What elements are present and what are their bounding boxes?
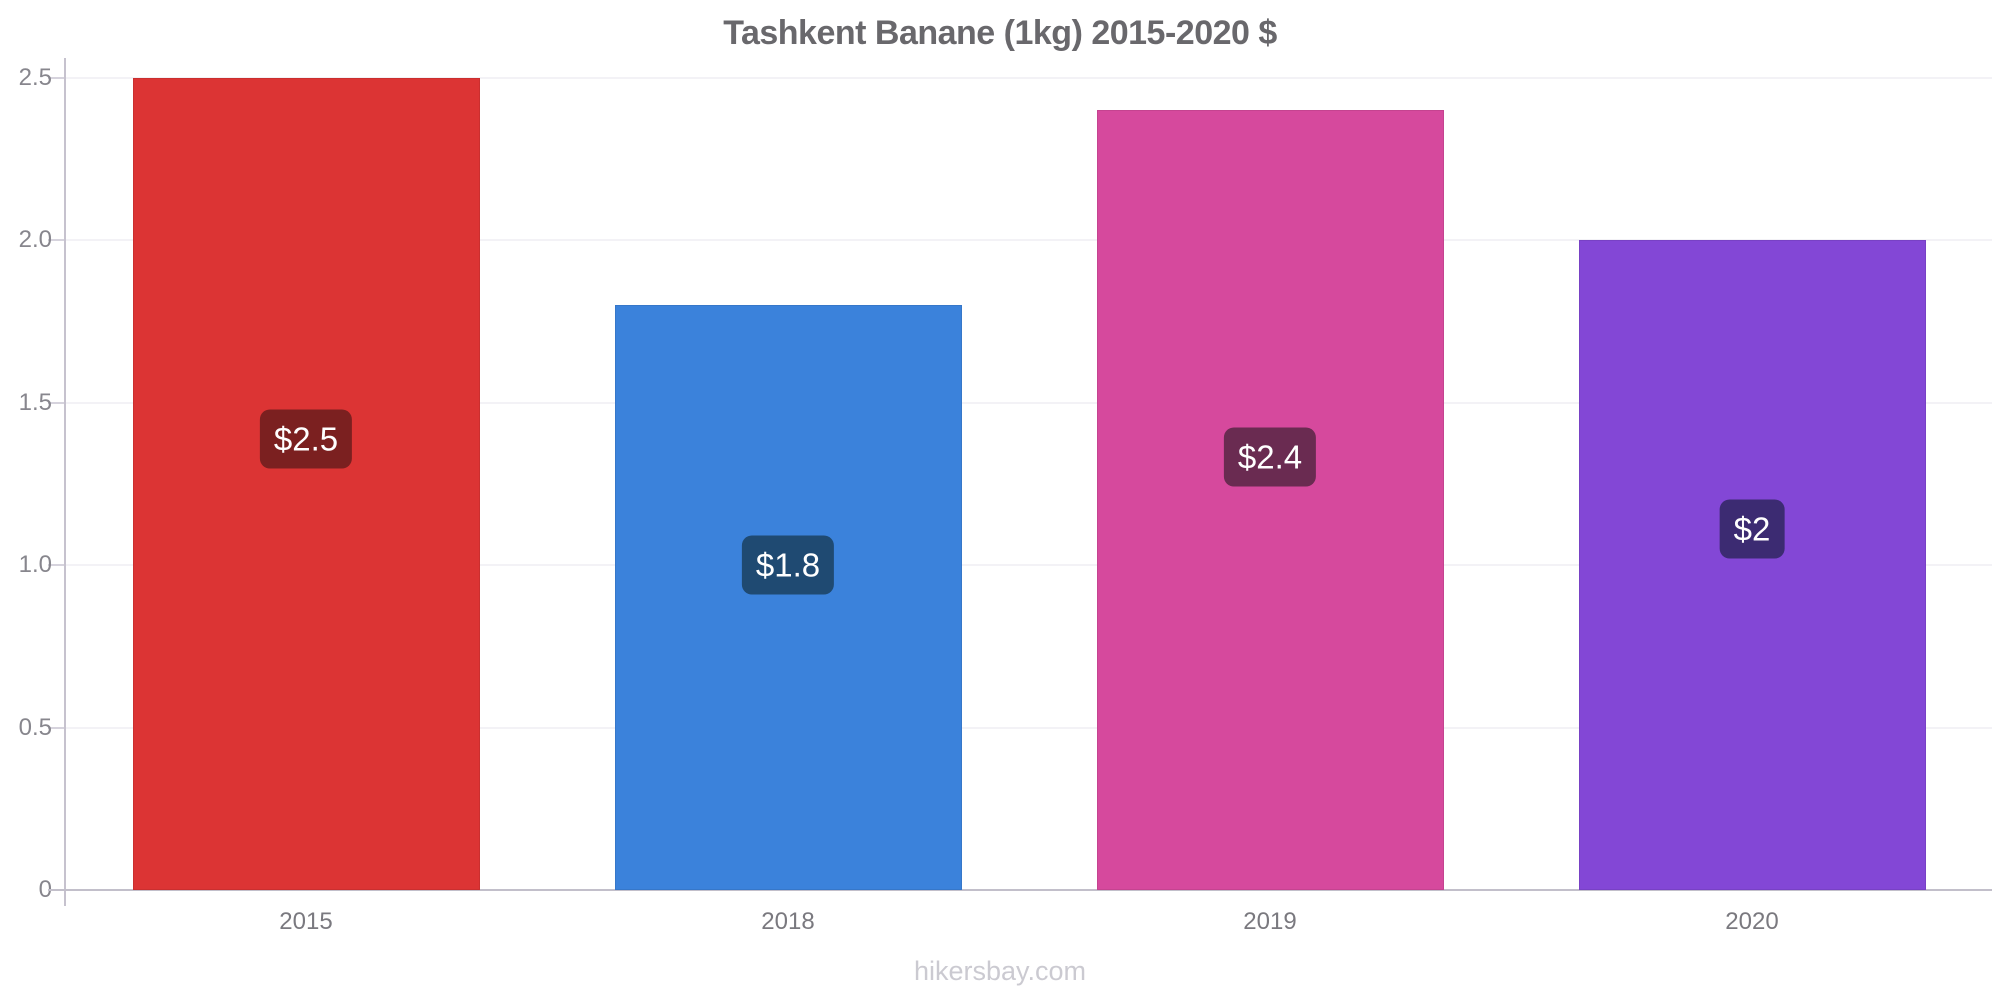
y-axis-line <box>64 58 66 906</box>
y-tick-label: 1.5 <box>18 388 52 416</box>
bar-2015[interactable] <box>132 77 480 890</box>
y-tick-mark <box>48 726 65 729</box>
y-tick-mark <box>48 76 65 79</box>
y-gridline <box>65 76 1992 79</box>
x-tick-label: 2015 <box>279 908 333 935</box>
y-tick-mark <box>48 564 65 566</box>
y-tick-label: 2.0 <box>18 226 52 253</box>
bar-2019[interactable] <box>1096 110 1444 890</box>
bar-value-label: $2.4 <box>1223 427 1317 487</box>
x-tick-label: 2020 <box>1725 908 1779 935</box>
y-tick-mark <box>48 239 65 241</box>
chart-title: Tashkent Banane (1kg) 2015-2020 $ <box>723 14 1277 52</box>
y-gridline <box>65 239 1992 241</box>
bar-2020[interactable] <box>1578 240 1926 890</box>
y-tick-label: 0.5 <box>18 713 52 741</box>
y-gridline <box>65 564 1992 566</box>
bar-value-label: $2.5 <box>259 409 353 469</box>
watermark-link[interactable]: hikersbay.com <box>913 956 1087 986</box>
y-tick-label: 1.0 <box>18 551 52 578</box>
bar-value-label: $2 <box>1719 499 1785 559</box>
bar-2018[interactable] <box>614 305 962 890</box>
y-tick-label: 0 <box>38 876 52 903</box>
y-tick-label: 2.5 <box>18 63 52 91</box>
x-tick-label: 2019 <box>1243 908 1297 935</box>
y-gridline <box>65 401 1992 404</box>
y-gridline <box>65 726 1992 729</box>
y-tick-mark <box>48 401 65 404</box>
x-axis-line <box>48 889 1992 891</box>
x-tick-label: 2018 <box>761 908 815 935</box>
bar-value-label: $1.8 <box>741 535 835 595</box>
